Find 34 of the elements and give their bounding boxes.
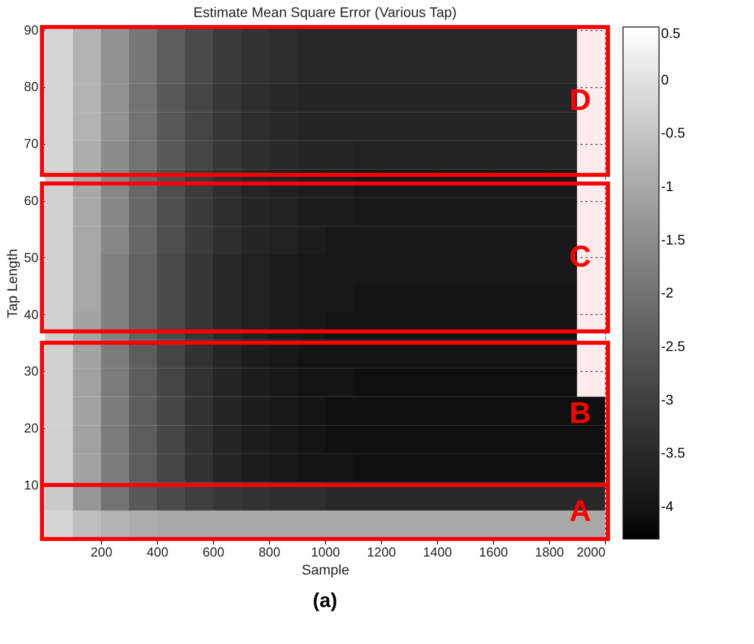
y-axis-title: Tap Length [4,248,20,318]
y-tick-label: 70 [24,136,38,152]
y-tick-label: 80 [24,79,38,94]
y-tick-label: 40 [24,306,38,322]
color-bar-label: -3.5 [661,444,686,461]
color-bar-label: -3 [661,391,674,408]
color-bar-label: -1.5 [661,231,686,248]
band-label: B [569,396,591,430]
color-bar-label: -2.5 [661,338,686,354]
y-tick-label: 30 [24,364,38,379]
y-tick-label: 10 [24,477,38,492]
color-bar-label: 0 [661,71,669,88]
y-tick-label: 90 [24,22,38,38]
y-tick-label: 20 [24,420,38,436]
text: (a) [312,590,338,612]
x-tick-label: 1200 [367,544,396,560]
x-tick-label: 2000 [576,544,606,560]
x-tick-label: 200 [90,544,112,560]
color-bar-label: -4 [661,498,674,514]
x-tick-label: 1800 [535,544,564,560]
x-tick-label: 400 [146,544,168,560]
color-bar-label: -2 [661,284,674,301]
y-tick-label: 50 [24,250,38,265]
x-tick-label: 800 [258,544,280,560]
color-bar-label: -1 [661,178,674,194]
y-tick-label: 60 [24,193,38,208]
x-tick-label: 1000 [311,544,340,560]
x-tick-label: 1400 [423,544,452,560]
color-bar-label: 0.5 [661,25,681,41]
x-tick-label: 600 [202,544,224,560]
x-tick-label: 1600 [479,544,508,560]
x-axis-title: Sample [302,562,350,578]
color-bar-label: -0.5 [661,124,686,141]
chart-title: Estimate Mean Square Error (Various Tap) [193,4,457,20]
